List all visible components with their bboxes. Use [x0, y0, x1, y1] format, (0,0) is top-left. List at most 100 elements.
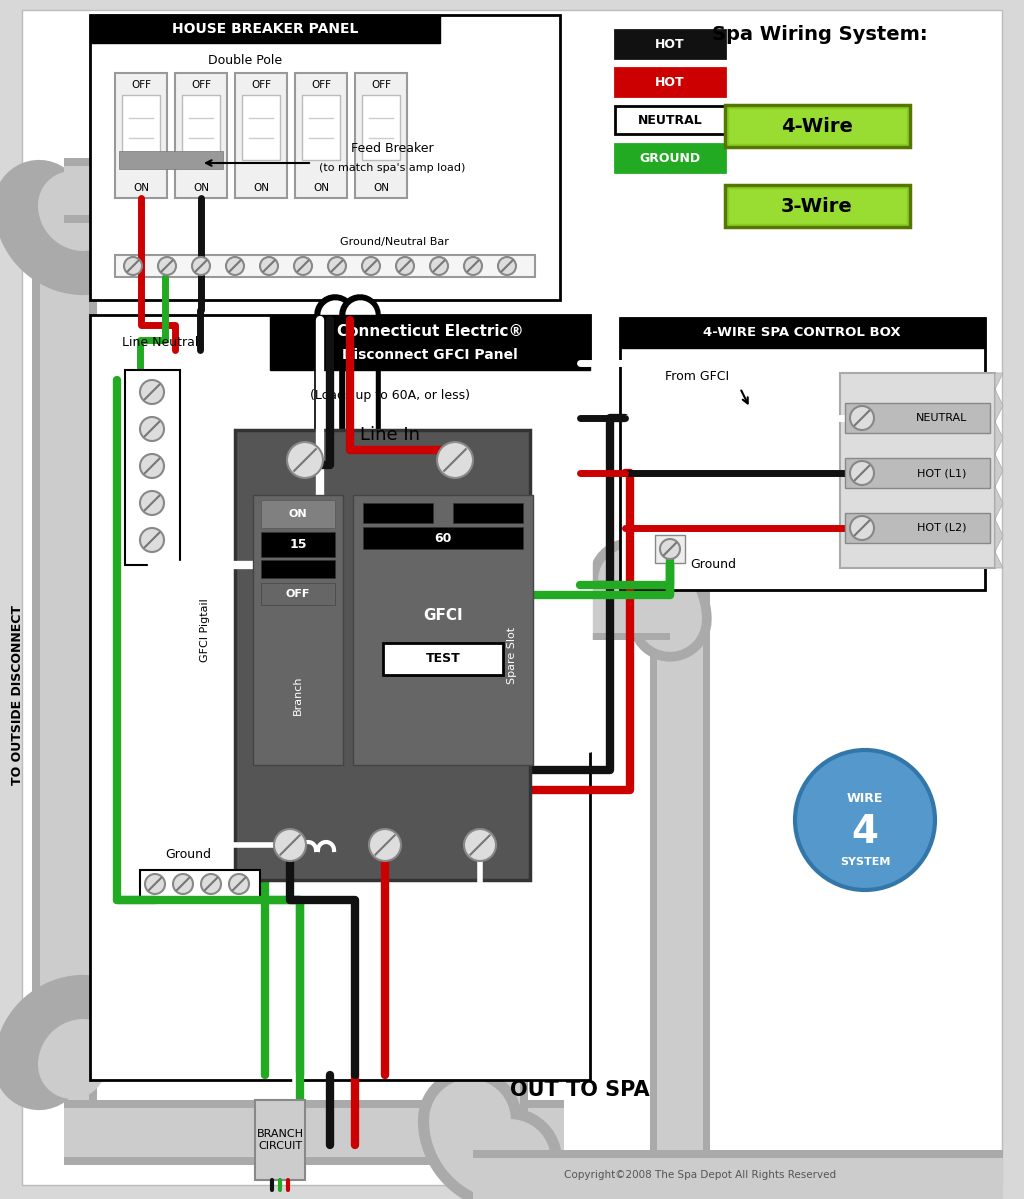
Circle shape: [464, 257, 482, 275]
Bar: [63, 158, 144, 223]
Bar: [122, 95, 160, 159]
Bar: [175, 73, 227, 198]
Bar: [234, 73, 287, 198]
Bar: [63, 165, 144, 215]
Bar: [261, 583, 335, 605]
Text: Ground: Ground: [165, 849, 211, 862]
Bar: [615, 30, 725, 58]
Text: 60: 60: [434, 531, 452, 544]
Text: OFF: OFF: [371, 80, 391, 90]
Circle shape: [660, 540, 680, 559]
Bar: [453, 1076, 528, 1150]
Text: WIRE: WIRE: [847, 791, 883, 805]
Bar: [90, 16, 560, 300]
Circle shape: [498, 257, 516, 275]
Circle shape: [140, 417, 164, 441]
Bar: [295, 73, 347, 198]
Text: BRANCH
CIRCUIT: BRANCH CIRCUIT: [256, 1129, 303, 1151]
Text: Line Neutral: Line Neutral: [122, 337, 199, 349]
Circle shape: [430, 257, 449, 275]
Text: Feed Breaker: Feed Breaker: [350, 141, 433, 155]
Text: Copyright©2008 The Spa Depot All Rights Reserved: Copyright©2008 The Spa Depot All Rights …: [564, 1170, 836, 1180]
Text: 15: 15: [289, 538, 307, 552]
Circle shape: [287, 442, 323, 478]
Bar: [725, 106, 910, 147]
Bar: [362, 95, 400, 159]
Text: SYSTEM: SYSTEM: [840, 857, 890, 867]
Bar: [461, 1080, 520, 1150]
Bar: [261, 560, 335, 578]
Circle shape: [850, 406, 874, 430]
Bar: [620, 318, 985, 590]
Bar: [115, 73, 167, 198]
Text: Spa Wiring System:: Spa Wiring System:: [712, 25, 928, 44]
Circle shape: [201, 874, 221, 894]
Text: HOT (L2): HOT (L2): [918, 523, 967, 534]
Bar: [302, 95, 340, 159]
Circle shape: [158, 257, 176, 275]
Bar: [90, 315, 590, 1080]
Bar: [63, 1108, 564, 1157]
Text: HOT (L1): HOT (L1): [918, 468, 967, 478]
Bar: [242, 95, 280, 159]
Text: Line In: Line In: [360, 426, 420, 444]
Text: OFF: OFF: [131, 80, 151, 90]
Text: OFF: OFF: [191, 80, 211, 90]
Text: ON: ON: [193, 183, 209, 193]
Text: GFCI: GFCI: [423, 608, 463, 622]
Bar: [261, 500, 335, 528]
Circle shape: [294, 257, 312, 275]
Text: Ground: Ground: [690, 559, 736, 572]
Circle shape: [328, 257, 346, 275]
Bar: [615, 106, 725, 134]
Circle shape: [274, 829, 306, 861]
Bar: [125, 370, 180, 565]
Bar: [362, 528, 523, 549]
Text: ON: ON: [313, 183, 329, 193]
Text: Double Pole: Double Pole: [208, 54, 282, 66]
Bar: [840, 373, 995, 568]
Circle shape: [260, 257, 278, 275]
Circle shape: [140, 454, 164, 478]
Circle shape: [140, 528, 164, 552]
Text: ON: ON: [253, 183, 269, 193]
Text: GFCI Pigtail: GFCI Pigtail: [200, 598, 210, 662]
Bar: [119, 151, 223, 169]
Bar: [255, 1099, 305, 1180]
Text: OFF: OFF: [311, 80, 331, 90]
Circle shape: [369, 829, 401, 861]
Bar: [728, 108, 907, 144]
Circle shape: [145, 874, 165, 894]
Bar: [353, 495, 534, 765]
Text: OFF: OFF: [286, 589, 310, 600]
Circle shape: [362, 257, 380, 275]
Text: Ground/Neutral Bar: Ground/Neutral Bar: [340, 237, 449, 247]
Circle shape: [140, 380, 164, 404]
Text: OFF: OFF: [251, 80, 271, 90]
Text: Disconnect GFCI Panel: Disconnect GFCI Panel: [342, 348, 518, 362]
Text: HOUSE BREAKER PANEL: HOUSE BREAKER PANEL: [172, 22, 358, 36]
Bar: [615, 68, 725, 96]
Text: NEUTRAL: NEUTRAL: [638, 114, 702, 127]
Bar: [32, 170, 97, 1099]
Circle shape: [795, 751, 935, 890]
Circle shape: [226, 257, 244, 275]
Circle shape: [396, 257, 414, 275]
Circle shape: [193, 257, 210, 275]
Polygon shape: [995, 373, 1002, 568]
Text: Spare Slot: Spare Slot: [507, 626, 517, 683]
Bar: [140, 870, 260, 898]
Bar: [270, 315, 590, 370]
Bar: [355, 73, 407, 198]
Text: Branch: Branch: [293, 675, 303, 715]
Circle shape: [173, 874, 193, 894]
Bar: [615, 144, 725, 171]
Bar: [362, 504, 433, 523]
Text: HOT: HOT: [655, 37, 685, 50]
Text: (Loads up to 60A, or less): (Loads up to 60A, or less): [310, 388, 470, 402]
Bar: [234, 430, 530, 880]
Text: Connecticut Electric®: Connecticut Electric®: [337, 325, 523, 339]
Bar: [182, 95, 220, 159]
Bar: [655, 535, 685, 564]
Bar: [728, 188, 907, 224]
